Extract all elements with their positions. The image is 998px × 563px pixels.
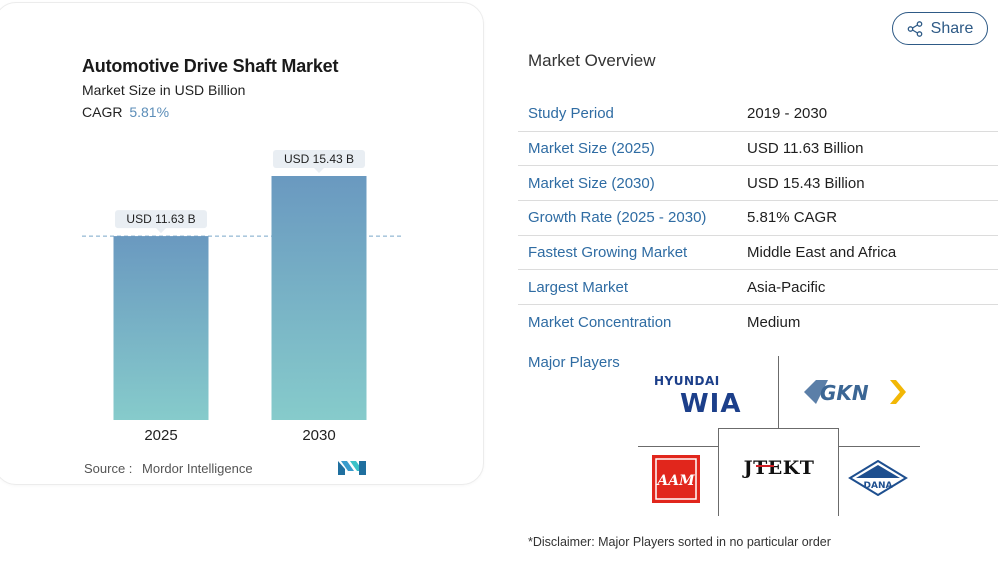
hyundai-wia-logo-line1: HYUNDAI: [654, 374, 720, 388]
overview-title: Market Overview: [528, 51, 656, 70]
aam-logo: AAM: [652, 455, 700, 503]
overview-row-label: Market Concentration: [528, 313, 672, 331]
grid-divider: [638, 446, 718, 447]
grid-divider: [838, 428, 839, 516]
gkn-logo: GKN: [804, 380, 906, 405]
cagr-label: CAGR: [82, 104, 123, 120]
overview-row-value: Medium: [747, 313, 801, 331]
overview-row-value: Asia-Pacific: [747, 278, 826, 296]
overview-row-value: 2019 - 2030: [747, 105, 828, 123]
chart-title: Automotive Drive Shaft Market: [82, 56, 339, 76]
source-label: Source :: [84, 461, 133, 476]
overview-row: Largest Market Asia-Pacific: [518, 270, 998, 306]
grid-divider: [718, 428, 838, 429]
overview-row: Market Size (2025) USD 11.63 Billion: [518, 132, 998, 167]
jtekt-logo-text: JTEKT: [742, 457, 815, 479]
grid-divider: [838, 446, 920, 447]
chart-cagr: CAGR 5.81%: [82, 104, 169, 120]
grid-divider: [718, 428, 719, 516]
bar-2030: [271, 176, 367, 420]
overview-row-label: Market Size (2030): [528, 174, 655, 192]
dana-logo: DANA: [848, 460, 908, 496]
x-tick-label: 2025: [144, 427, 177, 444]
chart-source: Source : Mordor Intelligence: [84, 461, 253, 476]
overview-row-value: 5.81% CAGR: [747, 209, 838, 227]
overview-row-label: Largest Market: [528, 278, 629, 296]
share-icon: [907, 20, 922, 37]
overview-row-value: USD 11.63 Billion: [747, 140, 864, 158]
aam-logo-text: AAM: [655, 473, 695, 489]
overview-row: Market Concentration Medium: [518, 305, 998, 340]
bar-chart: USD 11.63 B 2025 USD 15.43 B 2030: [82, 150, 402, 444]
x-tick-label: 2030: [302, 427, 335, 444]
data-label-2030: USD 15.43 B: [273, 150, 365, 173]
dana-logo-text: DANA: [864, 481, 893, 491]
overview-row: Study Period 2019 - 2030: [518, 97, 998, 132]
overview-row: Growth Rate (2025 - 2030) 5.81% CAGR: [518, 201, 998, 236]
overview-row-label: Growth Rate (2025 - 2030): [528, 209, 707, 227]
share-button[interactable]: Share: [892, 12, 988, 45]
overview-row-value: Middle East and Africa: [747, 244, 897, 262]
data-label-text: USD 11.63 B: [126, 212, 195, 226]
bar-2025: [113, 236, 209, 420]
mordor-intelligence-logo: [338, 461, 366, 475]
major-players-label: Major Players: [528, 354, 620, 371]
hyundai-wia-logo: HYUNDAI WIA: [654, 374, 741, 416]
cagr-value: 5.81%: [129, 104, 170, 120]
disclaimer: *Disclaimer: Major Players sorted in no …: [528, 535, 831, 549]
overview-row-label: Study Period: [528, 105, 614, 123]
chart-card: [0, 2, 484, 485]
gkn-logo-text: GKN: [820, 381, 869, 405]
overview-row: Market Size (2030) USD 15.43 Billion: [518, 166, 998, 202]
overview-row-label: Market Size (2025): [528, 140, 655, 158]
chart-subtitle: Market Size in USD Billion: [82, 82, 246, 98]
share-label: Share: [930, 19, 974, 37]
data-label-2025: USD 11.63 B: [115, 210, 207, 234]
overview-row-label: Fastest Growing Market: [528, 244, 688, 262]
grid-divider: [778, 356, 779, 428]
major-players-grid: HYUNDAI WIA GKN AAM JTEKT DANA: [638, 356, 922, 516]
source-value: Mordor Intelligence: [142, 461, 253, 476]
overview-table: Study Period 2019 - 2030 Market Size (20…: [518, 97, 998, 340]
jtekt-logo: JTEKT: [742, 457, 815, 479]
data-label-text: USD 15.43 B: [284, 152, 354, 166]
hyundai-wia-logo-line2: WIA: [680, 389, 741, 416]
overview-row: Fastest Growing Market Middle East and A…: [518, 236, 998, 271]
overview-row-value: USD 15.43 Billion: [747, 174, 865, 192]
